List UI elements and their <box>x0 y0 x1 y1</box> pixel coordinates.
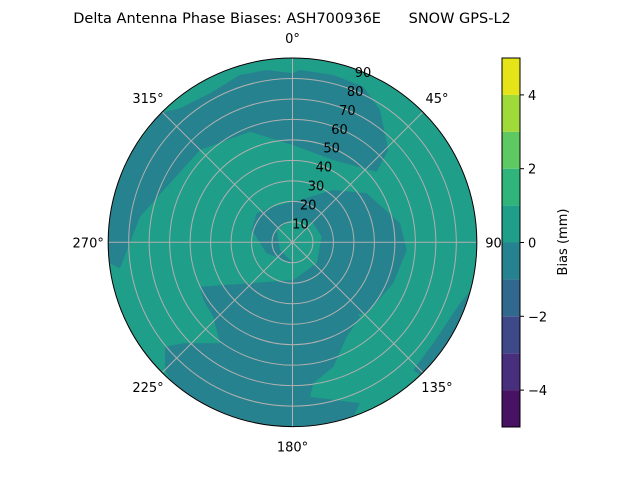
colorbar-band <box>502 242 520 280</box>
chart-title: Delta Antenna Phase Biases: ASH700936E S… <box>73 11 511 27</box>
angular-gridline <box>161 241 293 373</box>
angular-tick-label: 315° <box>132 92 163 107</box>
colorbar-tick-label: −4 <box>528 384 547 399</box>
angular-tick-label: 0° <box>285 32 300 47</box>
angular-gridline <box>292 111 424 243</box>
colorbar-band <box>502 58 520 95</box>
radial-tick-label: 80 <box>347 85 364 100</box>
colorbar-band <box>502 279 520 317</box>
radial-tick-label: 60 <box>331 123 348 138</box>
angular-tick-label: 270° <box>73 236 104 251</box>
colorbar-band <box>502 131 520 169</box>
radial-tick-label: 30 <box>308 180 325 195</box>
angular-gridline <box>292 241 424 373</box>
radial-tick-label: 50 <box>323 142 340 157</box>
radial-tick-label: 90 <box>355 66 372 81</box>
radial-tick-label: 10 <box>292 217 309 232</box>
colorbar-band <box>502 390 520 427</box>
colorbar-tick-label: 4 <box>528 89 536 104</box>
colorbar-tick-label: 0 <box>528 237 536 252</box>
colorbar-band <box>502 94 520 132</box>
colorbar-tick-label: 2 <box>528 163 536 178</box>
colorbar: −4 −2 0 2 4 <box>501 57 547 428</box>
angular-tick-label: 135° <box>421 381 452 396</box>
contour-region <box>108 70 389 269</box>
contour-region <box>165 280 360 427</box>
radial-tick-label: 70 <box>339 104 356 119</box>
contour-region <box>251 190 407 317</box>
polar-axes: 0°45°90°135°180°225°270°315°102030405060… <box>73 32 509 456</box>
colorbar-label: Bias (mm) <box>556 209 571 276</box>
colorbar-band <box>502 353 520 391</box>
angular-gridline <box>161 111 293 243</box>
contour-region <box>413 283 477 380</box>
colorbar-band <box>502 168 520 206</box>
polar-frame <box>107 57 478 428</box>
angular-tick-label: 45° <box>425 92 448 107</box>
colorbar-band <box>502 205 520 243</box>
angular-tick-label: 225° <box>132 381 163 396</box>
angular-tick-label: 180° <box>277 441 308 456</box>
radial-tick-label: 20 <box>300 198 317 213</box>
colorbar-tick-label: −2 <box>528 310 547 325</box>
radial-tick-label: 40 <box>316 161 333 176</box>
colorbar-band <box>502 316 520 354</box>
